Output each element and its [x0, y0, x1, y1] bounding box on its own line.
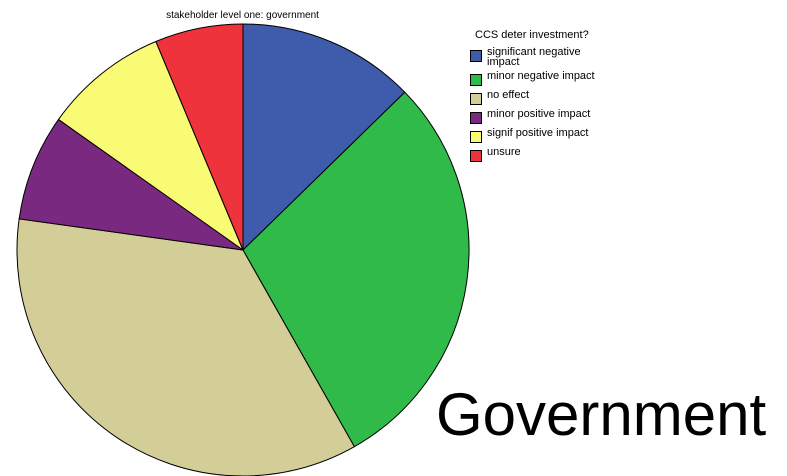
legend-label: significant negative impact: [487, 46, 581, 68]
legend-item-5: unsure: [470, 147, 690, 162]
legend-label: minor negative impact: [487, 70, 595, 82]
pie-slice-4: [57, 40, 245, 252]
pie-slice-1: [242, 91, 470, 448]
legend-label: minor positive impact: [487, 108, 591, 120]
legend-label: no effect: [487, 89, 529, 101]
legend-label: unsure: [487, 146, 521, 158]
pie-slice-2: [16, 218, 356, 476]
legend-swatch: [470, 131, 482, 143]
pie-slice-3: [18, 118, 244, 251]
legend-label: signif positive impact: [487, 127, 589, 139]
legend: CCS deter investment? significant negati…: [470, 29, 690, 166]
legend-swatch: [470, 50, 482, 62]
pie-slice-0: [242, 23, 406, 252]
legend-item-1: minor negative impact: [470, 71, 690, 86]
legend-swatch: [470, 112, 482, 124]
legend-item-2: no effect: [470, 90, 690, 105]
legend-swatch: [470, 93, 482, 105]
legend-swatch: [470, 74, 482, 86]
pie-slice-5: [155, 23, 244, 251]
chart-title: stakeholder level one: government: [166, 10, 319, 21]
legend-title: CCS deter investment?: [475, 29, 589, 41]
stakeholder-label: Government: [436, 381, 767, 448]
legend-item-4: signif positive impact: [470, 128, 690, 143]
legend-swatch: [470, 150, 482, 162]
legend-item-0: significant negative impact: [470, 46, 690, 68]
legend-item-3: minor positive impact: [470, 109, 690, 124]
